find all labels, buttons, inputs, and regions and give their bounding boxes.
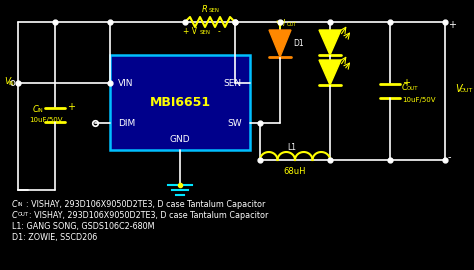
Text: OUT: OUT [460, 87, 474, 93]
Text: C: C [402, 83, 408, 92]
Text: SEN: SEN [200, 31, 211, 35]
Text: D1: D1 [293, 39, 304, 48]
Text: 68uH: 68uH [284, 167, 306, 177]
Text: SEN: SEN [209, 8, 220, 14]
Polygon shape [269, 30, 291, 57]
Text: I: I [283, 19, 285, 29]
Text: V: V [455, 84, 462, 94]
Polygon shape [319, 30, 341, 55]
Text: R: R [202, 5, 208, 15]
Text: SW: SW [228, 119, 242, 127]
Text: +: + [448, 20, 456, 30]
Text: +: + [402, 78, 410, 88]
Text: : VISHAY, 293D106X9050D2TE3, D case Tantalum Capacitor: : VISHAY, 293D106X9050D2TE3, D case Tant… [26, 200, 265, 209]
Text: C: C [33, 104, 39, 113]
Text: IN: IN [9, 81, 15, 86]
Text: OUT: OUT [407, 86, 419, 90]
Text: L1: GANG SONG, GSDS106C2-680M: L1: GANG SONG, GSDS106C2-680M [12, 222, 155, 231]
Text: OUT: OUT [18, 212, 28, 218]
Text: GND: GND [170, 136, 191, 144]
Text: 10uF/50V: 10uF/50V [402, 97, 436, 103]
Text: SEN: SEN [224, 79, 242, 87]
Text: D1: ZOWIE, SSCD206: D1: ZOWIE, SSCD206 [12, 233, 97, 242]
Text: -: - [448, 152, 452, 162]
Text: DIM: DIM [118, 119, 135, 127]
Text: MBI6651: MBI6651 [149, 96, 210, 109]
Text: IN: IN [18, 201, 23, 207]
Bar [110, 55, 250, 150]
Text: L1: L1 [287, 143, 296, 153]
Text: + V: + V [183, 28, 197, 36]
Text: VIN: VIN [118, 79, 134, 87]
Text: : VISHAY, 293D106X9050D2TE3, D case Tantalum Capacitor: : VISHAY, 293D106X9050D2TE3, D case Tant… [29, 211, 268, 220]
Text: -: - [218, 28, 221, 36]
Text: C: C [12, 200, 18, 209]
Text: V: V [4, 77, 10, 86]
Text: IN: IN [38, 107, 44, 113]
Text: OUT: OUT [287, 22, 297, 27]
Text: o: o [9, 78, 15, 88]
Text: +: + [67, 102, 75, 112]
Polygon shape [319, 60, 341, 85]
Text: 10uF/50V: 10uF/50V [29, 117, 63, 123]
Text: C: C [12, 211, 18, 220]
